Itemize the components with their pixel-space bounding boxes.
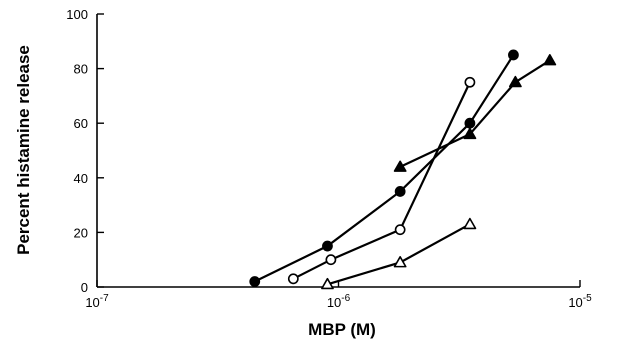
data-point	[508, 75, 522, 88]
y-tick-label: 100	[66, 7, 88, 22]
series-open-circle	[287, 76, 476, 285]
x-tick-label: 10-5	[568, 293, 592, 310]
series-open-triangle	[321, 217, 477, 290]
data-point	[463, 127, 477, 140]
data-point	[321, 277, 334, 290]
data-point	[394, 224, 406, 236]
series-line	[254, 54, 515, 283]
x-tick-label: 10-6	[327, 293, 351, 310]
y-tick-label: 80	[74, 62, 88, 77]
ticks: 0 20 40 60 80 100 10-7 10-6 10-5	[66, 7, 592, 310]
data-point	[464, 76, 476, 88]
y-axis-title: Percent histamine release	[14, 45, 33, 255]
data-point	[393, 160, 407, 172]
series-layer	[249, 49, 557, 290]
data-point	[249, 276, 261, 287]
series-line	[399, 59, 551, 168]
x-tick-label: 10-7	[85, 293, 109, 310]
y-tick-label: 0	[81, 280, 88, 295]
series-filled-circle	[249, 49, 519, 287]
y-tick-label: 60	[74, 116, 88, 131]
data-point	[322, 240, 333, 252]
data-point	[287, 273, 299, 285]
y-tick-label: 20	[74, 225, 88, 240]
series-filled-triangle	[393, 54, 557, 172]
y-tick-label: 40	[74, 171, 88, 186]
series-line	[292, 81, 471, 280]
data-point	[463, 217, 477, 230]
data-point	[543, 54, 557, 66]
data-point	[508, 49, 519, 61]
data-point	[394, 186, 406, 197]
x-axis-title: MBP (M)	[308, 320, 376, 339]
data-point	[393, 256, 407, 268]
data-point	[325, 254, 337, 266]
data-point	[464, 117, 476, 129]
axes	[96, 14, 580, 288]
